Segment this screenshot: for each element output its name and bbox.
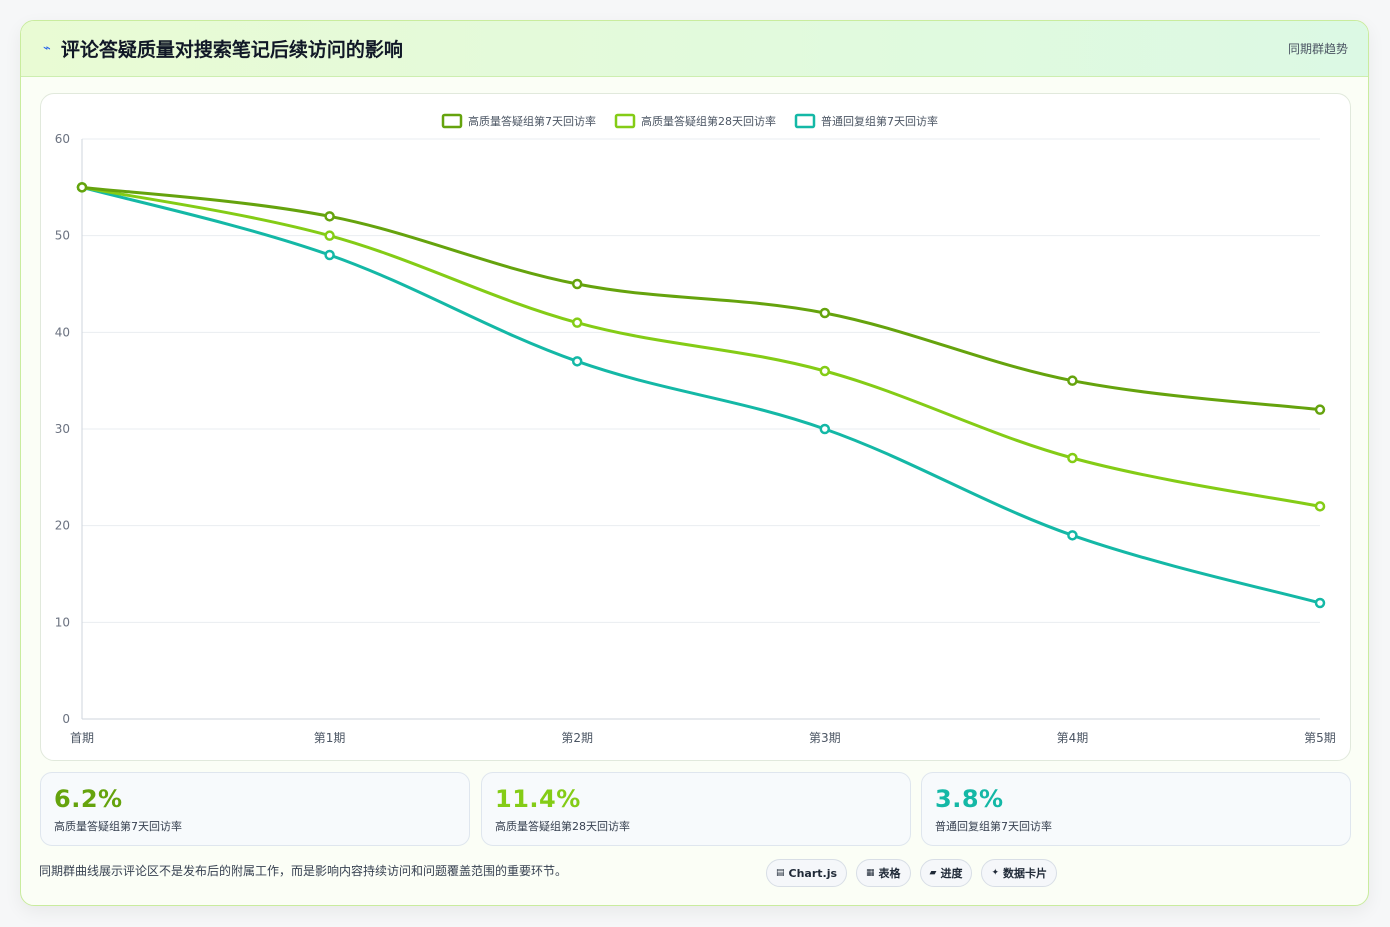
x-tick-label: 首期 — [70, 731, 94, 745]
data-point — [324, 211, 335, 222]
data-point — [324, 249, 335, 261]
data-point — [324, 230, 335, 241]
stat-value: 6.2% — [54, 785, 123, 813]
stat-value: 11.4% — [495, 785, 581, 813]
stat-card-0: 6.2% 高质量答疑组第7天回访率 — [40, 772, 470, 846]
legend-swatch — [614, 113, 636, 129]
data-point — [76, 182, 88, 193]
header-tag: 同期群趋势 — [1287, 42, 1348, 56]
chart-panel: 0 10 20 30 40 50 60 首期 第1期 第2期 第3期 第4期 第5期 高质量答疑组第7天回… — [40, 93, 1351, 761]
progress-pill[interactable]: ▰ 进度 — [919, 859, 973, 887]
data-point — [819, 307, 831, 319]
legend-label: 普通回复组第7天回访率 — [821, 114, 938, 128]
stat-card-2: 3.8% 普通回复组第7天回访率 — [921, 772, 1351, 846]
legend-label: 高质量答疑组第7天回访率 — [468, 114, 596, 128]
progress-icon: ▰ — [929, 868, 937, 878]
legend-swatch — [441, 113, 463, 129]
stat-label: 高质量答疑组第7天回访率 — [54, 820, 182, 833]
legend-label: 高质量答疑组第28天回访率 — [641, 114, 776, 128]
footer-note: 同期群曲线展示评论区不是发布后的附属工作，而是影响内容持续访问和问题覆盖范围的重… — [39, 864, 568, 878]
data-point — [1067, 530, 1078, 541]
series-line-0 — [80, 185, 1322, 412]
y-tick-label: 10 — [55, 615, 70, 629]
legend-swatch — [794, 113, 816, 129]
page-title: 评论答疑质量对搜索笔记后续访问的影响 — [60, 39, 403, 61]
pill-label: Chart.js — [788, 866, 838, 880]
stat-value: 3.8% — [935, 785, 1004, 813]
x-tick-label: 第3期 — [809, 731, 841, 745]
data-point — [571, 278, 583, 290]
chart-icon: ▤ — [776, 868, 785, 878]
x-tick-label: 第4期 — [1057, 731, 1089, 745]
y-tick-label: 40 — [55, 325, 70, 339]
data-point — [571, 317, 583, 328]
x-tick-label: 第5期 — [1304, 731, 1336, 745]
pill-label: 表格 — [878, 867, 901, 880]
y-tick-label: 0 — [62, 712, 70, 726]
data-point — [1067, 452, 1078, 464]
lightning-icon: ⌁ — [43, 41, 51, 56]
sparkle-icon: ✦ — [991, 868, 1000, 878]
table-pill[interactable]: ▦ 表格 — [856, 859, 911, 887]
data-point — [819, 423, 831, 435]
data-point — [1314, 501, 1326, 512]
data-point — [571, 356, 583, 367]
line-chart: 0 10 20 30 40 50 60 首期 第1期 第2期 第3期 第4期 第5期 高质量答疑组第7天回… — [55, 113, 1336, 745]
view-toggle-pills: ▤ Chart.js ▦ 表格 ▰ 进度 ✦ 数据卡片 — [766, 859, 1058, 887]
data-card-pill[interactable]: ✦ 数据卡片 — [981, 859, 1058, 887]
y-tick-label: 30 — [55, 422, 70, 436]
dashboard-card: ⌁ 评论答疑质量对搜索笔记后续访问的影响 同期群趋势 0 10 20 30 40 50 60… — [20, 20, 1369, 906]
stat-label: 高质量答疑组第28天回访率 — [495, 820, 630, 833]
chartjs-pill[interactable]: ▤ Chart.js — [766, 859, 848, 887]
data-point — [819, 365, 831, 377]
card-header: ⌁ 评论答疑质量对搜索笔记后续访问的影响 同期群趋势 — [21, 21, 1368, 77]
pill-label: 进度 — [940, 867, 963, 880]
y-tick-label: 20 — [55, 519, 70, 533]
stat-label: 普通回复组第7天回访率 — [935, 820, 1052, 833]
stats-row: 6.2% 高质量答疑组第7天回访率 11.4% 高质量答疑组第28天回访率 3.… — [40, 772, 1351, 846]
pill-label: 数据卡片 — [1003, 867, 1048, 880]
stat-card-1: 11.4% 高质量答疑组第28天回访率 — [481, 772, 911, 846]
x-tick-label: 第2期 — [561, 731, 593, 745]
data-point — [1314, 404, 1326, 415]
table-icon: ▦ — [866, 868, 875, 878]
data-point — [1067, 375, 1078, 386]
series-line-2 — [80, 185, 1322, 605]
x-tick-label: 第1期 — [314, 731, 346, 745]
y-tick-label: 60 — [55, 132, 70, 146]
title-group: ⌁ 评论答疑质量对搜索笔记后续访问的影响 — [43, 35, 403, 62]
data-point — [1314, 597, 1326, 609]
y-tick-label: 50 — [55, 229, 70, 243]
series-line-1 — [80, 185, 1322, 508]
